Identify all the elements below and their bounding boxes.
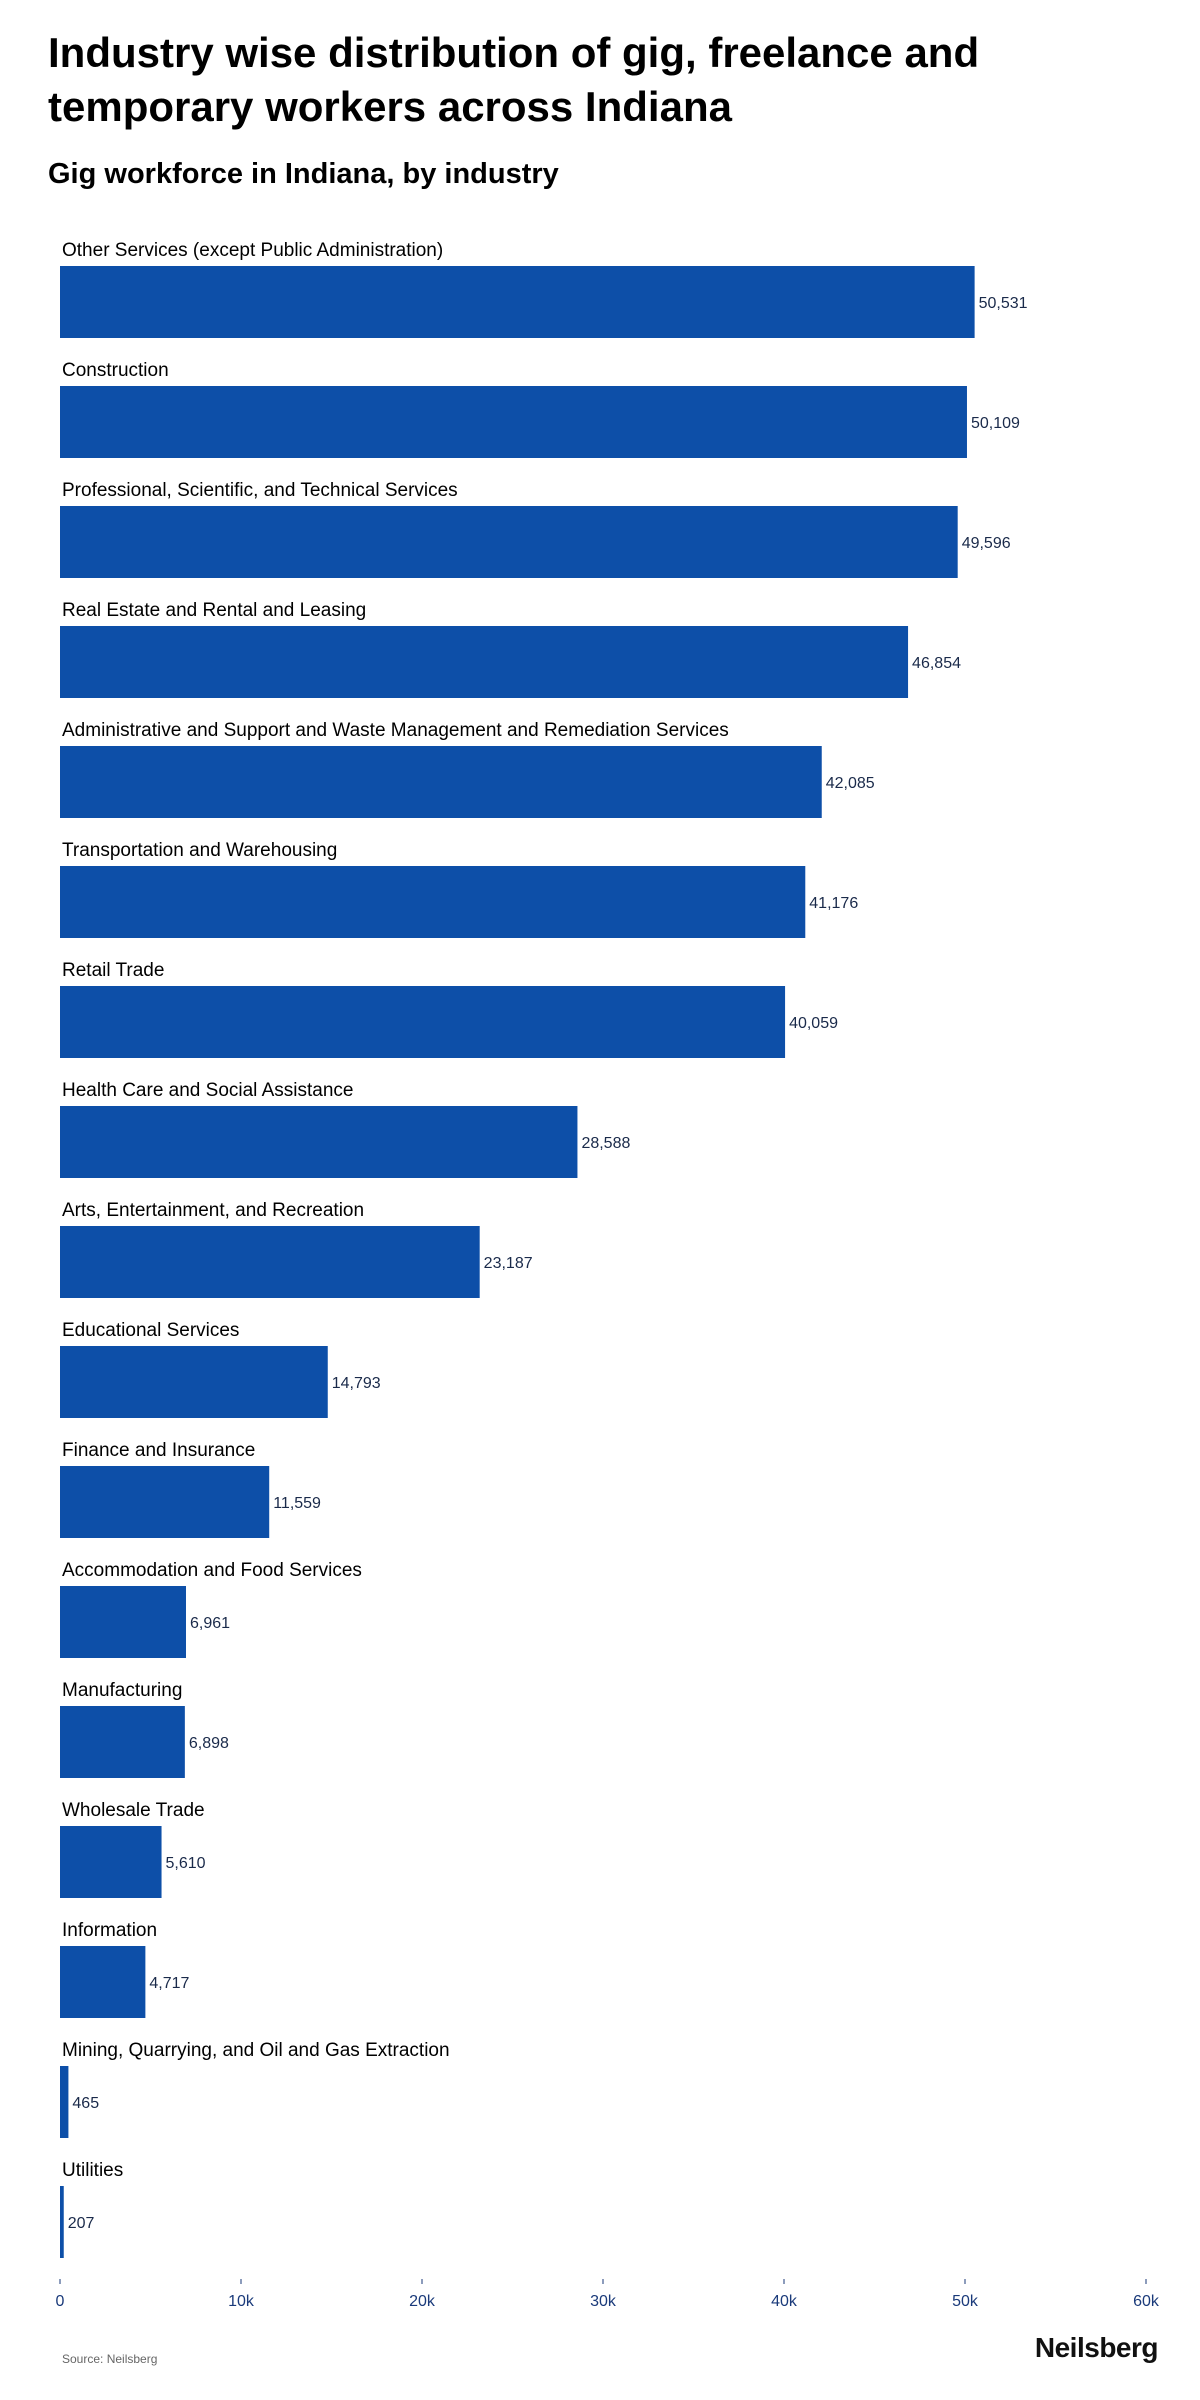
bar[interactable] — [60, 266, 975, 338]
category-label: Retail Trade — [62, 960, 164, 981]
bar-row: Transportation and Warehousing 41,176 — [60, 840, 858, 938]
bar-row: Health Care and Social Assistance 28,588 — [60, 1080, 630, 1178]
value-label: 50,109 — [971, 415, 1020, 432]
value-label: 42,085 — [826, 775, 875, 792]
bar-row: Professional, Scientific, and Technical … — [60, 480, 1011, 578]
category-label: Manufacturing — [62, 1680, 182, 1701]
category-label: Arts, Entertainment, and Recreation — [62, 1200, 364, 1221]
neilsberg-logo[interactable]: Neilsberg — [1034, 2332, 1159, 2363]
category-label: Accommodation and Food Services — [62, 1560, 362, 1581]
bar-chart: Other Services (except Public Administra… — [56, 240, 1160, 2310]
chart-title: Industry wise distribution of gig, freel… — [48, 29, 980, 130]
bar[interactable] — [60, 626, 909, 698]
bar[interactable] — [60, 2066, 69, 2138]
value-label: 6,961 — [190, 1615, 230, 1632]
bar-row: Information 4,717 — [60, 1920, 190, 2018]
bar-row: Finance and Insurance 11,559 — [60, 1440, 321, 1538]
category-label: Educational Services — [62, 1320, 239, 1341]
x-tick-label: 20k — [409, 2293, 436, 2310]
bar[interactable] — [60, 506, 958, 578]
category-label: Administrative and Support and Waste Man… — [62, 720, 729, 741]
value-label: 23,187 — [484, 1255, 533, 1272]
bar-row: Construction 50,109 — [60, 360, 1020, 458]
x-axis: 0 10k 20k 30k 40k 50k 60k — [56, 2279, 1160, 2310]
bar[interactable] — [60, 746, 822, 818]
bar[interactable] — [60, 1706, 185, 1778]
value-label: 28,588 — [581, 1135, 630, 1152]
value-label: 40,059 — [789, 1015, 838, 1032]
value-label: 465 — [72, 2095, 99, 2112]
value-label: 6,898 — [189, 1735, 229, 1752]
bar[interactable] — [60, 386, 967, 458]
value-label: 46,854 — [912, 655, 961, 672]
bar-row: Administrative and Support and Waste Man… — [60, 720, 875, 818]
bar-row: Educational Services 14,793 — [60, 1320, 381, 1418]
x-tick-label: 60k — [1133, 2293, 1160, 2310]
bar-row: Wholesale Trade 5,610 — [60, 1800, 206, 1898]
x-tick-label: 30k — [590, 2293, 617, 2310]
bars-layer: Other Services (except Public Administra… — [60, 240, 1028, 2258]
bar-row: Retail Trade 40,059 — [60, 960, 838, 1058]
category-label: Health Care and Social Assistance — [62, 1080, 354, 1101]
category-label: Utilities — [62, 2160, 123, 2181]
bar[interactable] — [60, 1466, 270, 1538]
value-label: 207 — [68, 2215, 95, 2232]
x-tick-label: 10k — [228, 2293, 255, 2310]
value-label: 41,176 — [809, 895, 858, 912]
category-label: Mining, Quarrying, and Oil and Gas Extra… — [62, 2040, 450, 2061]
bar[interactable] — [60, 866, 806, 938]
bar[interactable] — [60, 986, 786, 1058]
bar-row: Other Services (except Public Administra… — [60, 240, 1028, 338]
value-label: 50,531 — [979, 295, 1028, 312]
category-label: Finance and Insurance — [62, 1440, 255, 1461]
bar-row: Arts, Entertainment, and Recreation 23,18… — [60, 1200, 533, 1298]
value-label: 4,717 — [149, 1975, 189, 1992]
x-tick-label: 50k — [952, 2293, 979, 2310]
bar[interactable] — [60, 1586, 186, 1658]
value-label: 49,596 — [962, 535, 1011, 552]
category-label: Transportation and Warehousing — [62, 840, 337, 861]
bar[interactable] — [60, 1946, 146, 2018]
category-label: Professional, Scientific, and Technical … — [62, 480, 458, 501]
category-label: Wholesale Trade — [62, 1800, 205, 1821]
value-label: 5,610 — [166, 1855, 206, 1872]
bar[interactable] — [60, 2186, 64, 2258]
x-tick-label: 40k — [771, 2293, 798, 2310]
chart-subtitle: Gig workforce in Indiana, by industry — [48, 158, 559, 190]
value-label: 14,793 — [332, 1375, 381, 1392]
bar-row: Mining, Quarrying, and Oil and Gas Extra… — [60, 2040, 450, 2138]
bar-row: Manufacturing 6,898 — [60, 1680, 229, 1778]
bar-row: Real Estate and Rental and Leasing 46,854 — [60, 600, 961, 698]
category-label: Real Estate and Rental and Leasing — [62, 600, 366, 621]
x-tick-label: 0 — [56, 2293, 65, 2310]
category-label: Other Services (except Public Administra… — [62, 240, 443, 261]
bar-row: Utilities 207 — [60, 2160, 123, 2258]
bar[interactable] — [60, 1826, 162, 1898]
bar[interactable] — [60, 1226, 480, 1298]
category-label: Information — [62, 1920, 157, 1941]
category-label: Construction — [62, 360, 169, 381]
source-note: Source: Neilsberg — [62, 2352, 158, 2366]
value-label: 11,559 — [273, 1495, 321, 1512]
bar[interactable] — [60, 1106, 578, 1178]
bar-row: Accommodation and Food Services 6,961 — [60, 1560, 362, 1658]
bar[interactable] — [60, 1346, 328, 1418]
